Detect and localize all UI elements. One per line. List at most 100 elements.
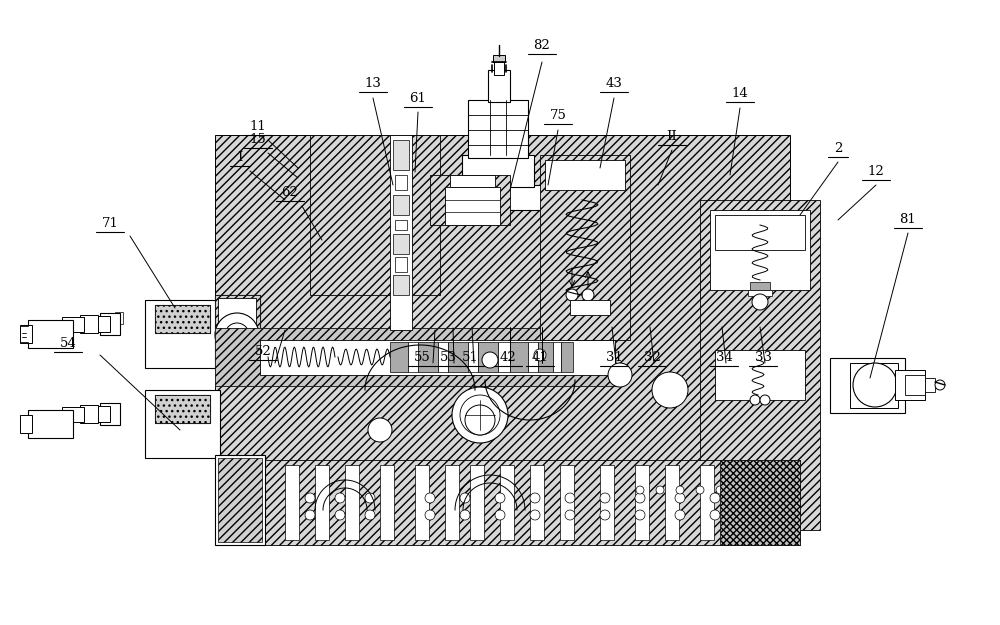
Circle shape: [305, 510, 315, 520]
Bar: [418, 342, 438, 372]
Circle shape: [495, 510, 505, 520]
Bar: [215, 295, 260, 370]
Bar: [498, 342, 510, 372]
Bar: [510, 342, 528, 372]
Bar: [600, 465, 614, 540]
Text: 75: 75: [550, 109, 566, 122]
Bar: [715, 215, 805, 250]
Circle shape: [635, 510, 645, 520]
Text: 15: 15: [250, 133, 266, 146]
Bar: [470, 465, 484, 540]
Bar: [395, 175, 407, 190]
Bar: [393, 140, 409, 170]
Circle shape: [608, 363, 632, 387]
Circle shape: [776, 486, 784, 494]
Text: 62: 62: [282, 186, 298, 199]
Bar: [145, 300, 220, 368]
Circle shape: [215, 313, 259, 357]
Circle shape: [696, 486, 704, 494]
Circle shape: [565, 510, 575, 520]
Bar: [393, 234, 409, 254]
Bar: [115, 312, 123, 324]
Text: I: I: [237, 151, 243, 164]
Bar: [415, 465, 429, 540]
Bar: [155, 305, 210, 333]
Bar: [215, 295, 260, 370]
Circle shape: [710, 493, 720, 503]
Circle shape: [635, 493, 645, 503]
Bar: [218, 298, 256, 368]
Bar: [445, 465, 459, 540]
Bar: [925, 378, 935, 392]
Bar: [315, 465, 329, 540]
Circle shape: [600, 493, 610, 503]
Bar: [494, 60, 504, 75]
Bar: [100, 321, 108, 333]
Bar: [700, 465, 714, 540]
Circle shape: [368, 418, 392, 442]
Text: 52: 52: [255, 345, 271, 358]
Circle shape: [465, 405, 495, 435]
Text: 2: 2: [834, 142, 842, 155]
Text: II: II: [667, 130, 677, 143]
Circle shape: [365, 493, 375, 503]
Circle shape: [565, 493, 575, 503]
Circle shape: [745, 510, 755, 520]
Bar: [635, 465, 649, 540]
Bar: [155, 395, 210, 423]
Circle shape: [600, 510, 610, 520]
Bar: [145, 390, 220, 458]
Text: 81: 81: [900, 213, 916, 226]
Circle shape: [652, 372, 688, 408]
Bar: [538, 342, 553, 372]
Bar: [215, 328, 615, 386]
Bar: [700, 200, 820, 530]
Bar: [720, 460, 800, 545]
Bar: [438, 342, 448, 372]
Bar: [710, 210, 810, 290]
Circle shape: [736, 486, 744, 494]
Bar: [528, 342, 538, 372]
Text: 53: 53: [440, 351, 456, 364]
Bar: [105, 318, 113, 330]
Text: 71: 71: [102, 217, 118, 230]
Text: 51: 51: [462, 351, 478, 364]
Bar: [850, 363, 898, 408]
Circle shape: [460, 510, 470, 520]
Bar: [561, 342, 573, 372]
Bar: [62, 317, 84, 332]
Circle shape: [482, 352, 498, 368]
Text: 82: 82: [534, 39, 550, 52]
Bar: [92, 406, 110, 422]
Circle shape: [675, 493, 685, 503]
Circle shape: [636, 486, 644, 494]
Bar: [260, 340, 615, 375]
Text: 13: 13: [365, 77, 381, 90]
Bar: [430, 175, 510, 225]
Bar: [462, 155, 534, 187]
Bar: [100, 313, 120, 335]
Circle shape: [716, 486, 724, 494]
Text: 34: 34: [716, 351, 732, 364]
Bar: [553, 342, 561, 372]
Bar: [500, 465, 514, 540]
Bar: [380, 465, 394, 540]
Bar: [62, 407, 84, 422]
Circle shape: [365, 510, 375, 520]
Bar: [408, 342, 418, 372]
Text: 41: 41: [532, 351, 548, 364]
Bar: [468, 100, 528, 158]
Bar: [468, 342, 478, 372]
Bar: [28, 410, 73, 438]
Circle shape: [745, 493, 755, 503]
Circle shape: [425, 493, 435, 503]
Bar: [488, 70, 510, 102]
Circle shape: [752, 294, 768, 310]
Bar: [448, 342, 468, 372]
Bar: [478, 342, 498, 372]
Circle shape: [750, 395, 760, 405]
Circle shape: [582, 289, 594, 301]
Circle shape: [760, 395, 770, 405]
Text: 42: 42: [500, 351, 516, 364]
Bar: [390, 342, 408, 372]
